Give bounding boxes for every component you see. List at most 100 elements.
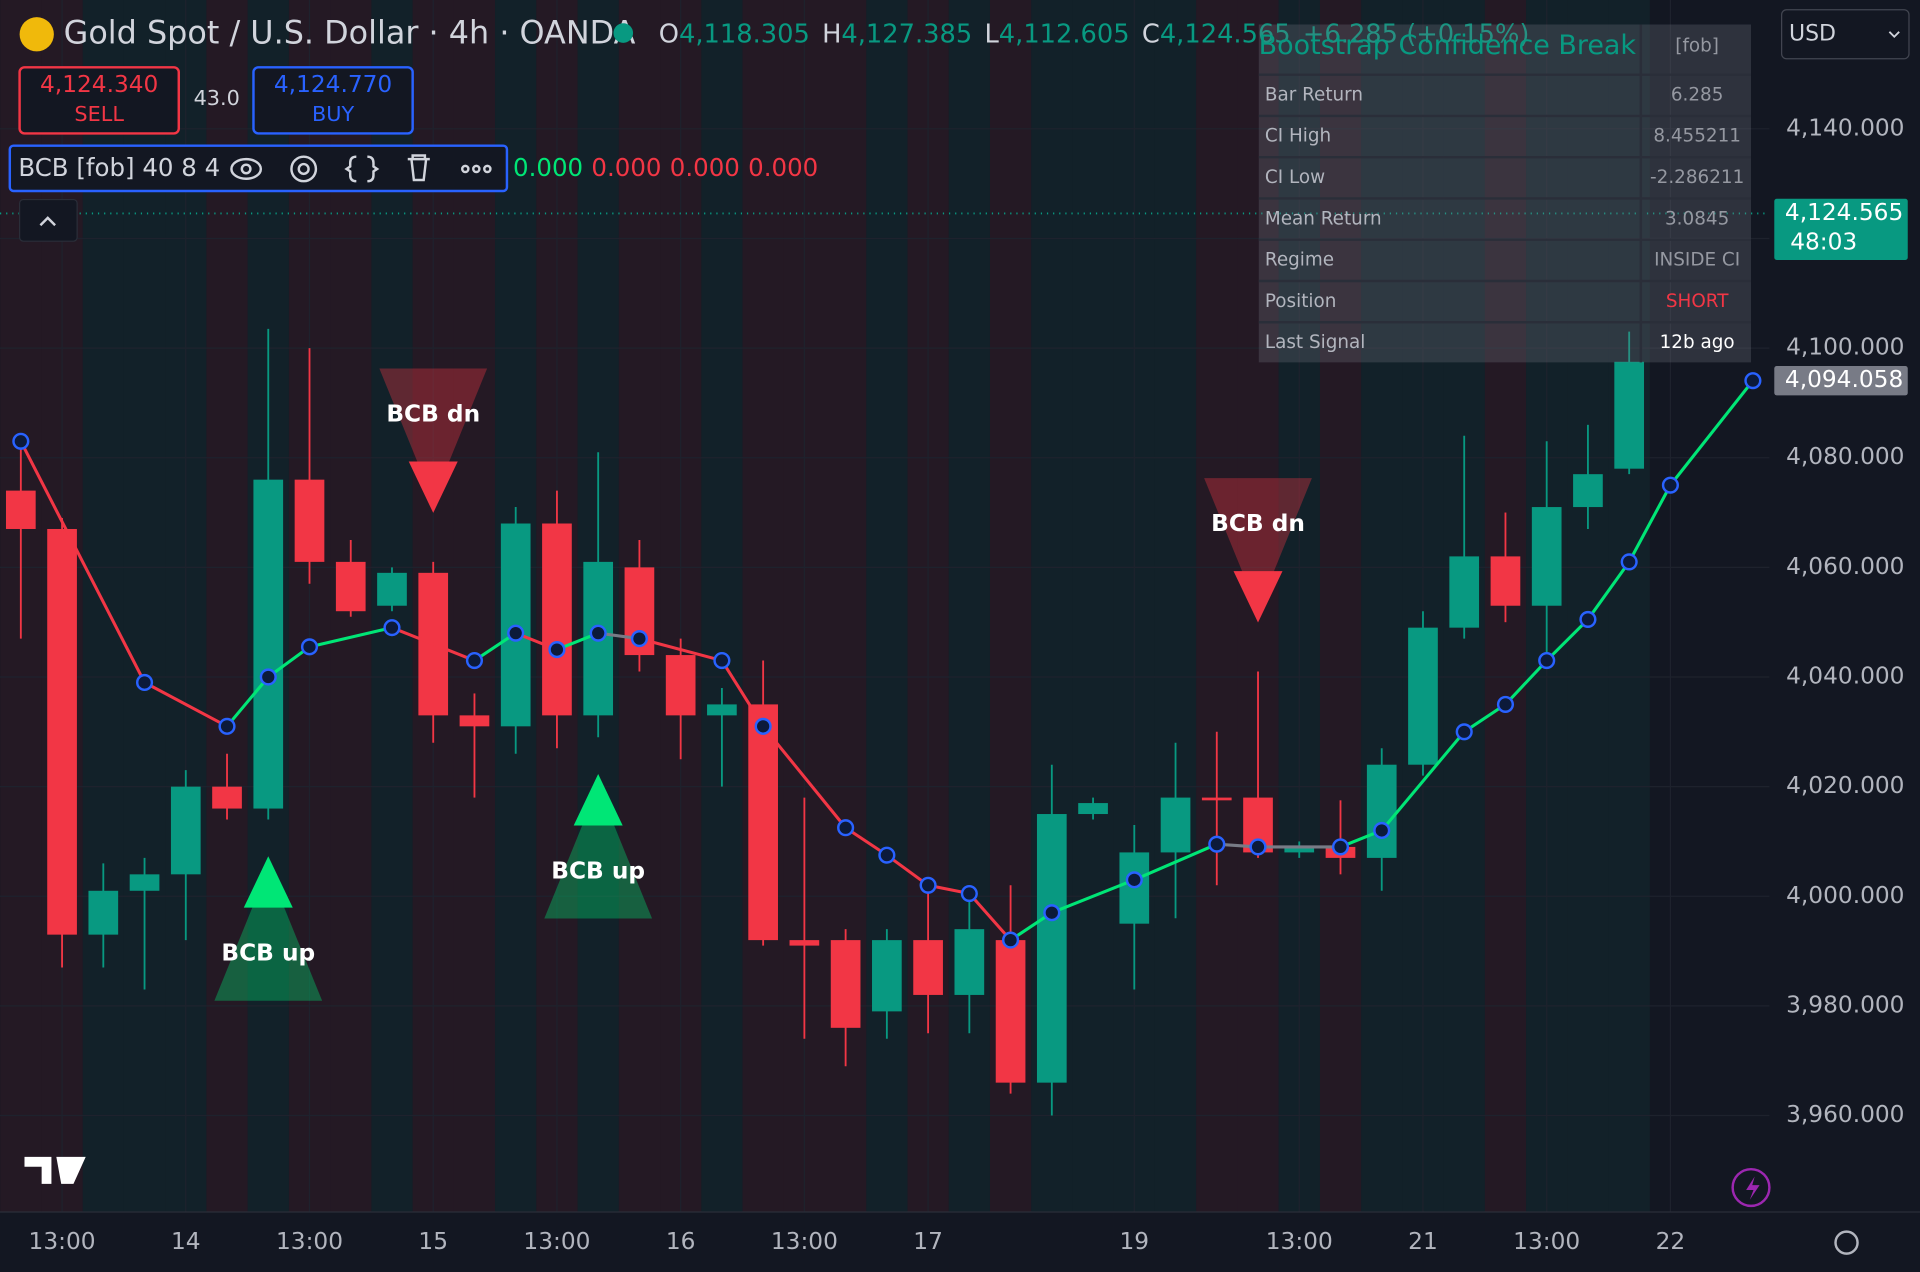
bar-stripe [123, 0, 166, 1213]
ohlc: O4,118.305 H4,127.385 L4,112.605 C4,124.565… [659, 19, 1530, 49]
mean-point [1661, 476, 1679, 494]
x-tick-label: 13:00 [276, 1228, 343, 1255]
mean-point [1331, 838, 1350, 856]
mean-line-segment [968, 892, 1012, 942]
mean-point [259, 668, 277, 686]
tradingview-logo[interactable] [24, 1156, 86, 1184]
y-tick-label: 4,140.000 [1786, 114, 1904, 141]
alert-icon[interactable] [1731, 1167, 1771, 1208]
bar-stripe [742, 0, 784, 1213]
mean-point [1579, 610, 1597, 629]
ohlc-value: 4,118.305 [679, 19, 810, 49]
more-icon[interactable] [461, 164, 492, 174]
candle-body [1614, 361, 1645, 469]
y-tick-label: 4,100.000 [1786, 334, 1904, 361]
eye-icon[interactable] [230, 157, 263, 180]
candle-body [1408, 627, 1438, 765]
table-value: 3.0845 [1665, 208, 1729, 229]
y-tick-label: 4,000.000 [1786, 882, 1904, 909]
candle-body [995, 940, 1026, 1083]
mean-point [960, 884, 978, 903]
mean-point [1249, 838, 1267, 856]
ohlc-value: 4,124.565 [1160, 19, 1291, 49]
symbol-icon [19, 17, 54, 52]
currency-selector[interactable] [1781, 9, 1910, 60]
signal-arrow [408, 461, 458, 513]
collapse-button[interactable] [18, 198, 78, 242]
candle-body [1531, 507, 1562, 606]
mean-point [878, 846, 896, 864]
buy-button[interactable] [252, 66, 414, 135]
ohlc-key: L [984, 19, 999, 49]
mean-point [713, 651, 731, 670]
mean-line-segment [1545, 618, 1590, 662]
market-status[interactable] [613, 23, 634, 43]
mean-point [1496, 695, 1515, 713]
mean-point [1620, 553, 1638, 571]
mean-line-segment [391, 626, 476, 662]
x-tick-label: 13:00 [29, 1228, 96, 1255]
settings-icon[interactable] [290, 155, 318, 183]
mean-line-segment [1586, 560, 1631, 621]
collapse-icon [39, 216, 56, 227]
candle-body [1160, 797, 1191, 853]
mean-point [837, 819, 855, 837]
table-value: INSIDE CI [1654, 250, 1740, 271]
y-tick-label: 4,040.000 [1786, 662, 1904, 689]
signal-label: BCB dn [1211, 510, 1305, 537]
settings-icon[interactable] [1834, 1230, 1859, 1255]
bar-stripe [1361, 0, 1403, 1213]
signal-zone [379, 368, 488, 501]
mean-point [1455, 723, 1473, 741]
mean-point [383, 619, 401, 637]
candle-body [1573, 474, 1603, 508]
candle-body [1449, 556, 1480, 628]
signal-arrow [573, 774, 623, 826]
mean-line-segment [1504, 659, 1548, 706]
x-tick-label: 14 [171, 1228, 201, 1255]
mean-point [135, 673, 154, 692]
indicator-name[interactable]: BCB [fob] 40 8 4 [18, 153, 220, 182]
countdown: 48:03 [1790, 228, 1857, 255]
mean-point [919, 876, 937, 894]
candle-body [88, 890, 119, 935]
mean-line-segment [639, 637, 723, 663]
mean-point [1538, 651, 1556, 670]
table-value: 12b ago [1660, 332, 1735, 353]
stats-table: Bootstrap Confidence Break [fob] Bar Ret… [1259, 24, 1752, 363]
x-tick-label: 22 [1656, 1228, 1686, 1255]
table-value: 6.285 [1671, 84, 1724, 105]
table-label: Last Signal [1265, 332, 1365, 353]
candle-body [542, 523, 572, 716]
bar-stripe [1319, 0, 1362, 1213]
source-icon[interactable] [344, 155, 380, 183]
candle-body [212, 786, 242, 809]
signal-arrow [1233, 571, 1283, 623]
price-label-box [1774, 365, 1908, 396]
symbol-title[interactable]: Gold Spot / U.S. Dollar · 4h · OANDA [64, 13, 636, 51]
x-tick-label: 16 [666, 1228, 696, 1255]
candle-body [294, 479, 325, 562]
spread: 43.0 [194, 86, 240, 110]
candle-body [913, 940, 943, 995]
indicator-legend[interactable] [8, 144, 509, 193]
mean-line-segment [1627, 484, 1672, 563]
x-tick-label: 13:00 [1266, 1228, 1333, 1255]
bar-stripe [1072, 0, 1114, 1213]
mean-line-segment [19, 440, 146, 684]
delete-icon[interactable] [407, 154, 430, 182]
signal-arrow [243, 856, 293, 908]
y-tick-label: 4,060.000 [1786, 553, 1904, 580]
indicator-icons [230, 154, 492, 183]
y-tick-label: 4,020.000 [1786, 772, 1904, 799]
bar-stripe [1154, 0, 1197, 1213]
alert-bolt [1746, 1176, 1760, 1200]
sell-button[interactable] [18, 66, 180, 135]
mean-point [218, 717, 236, 735]
mean-point [548, 641, 566, 659]
x-tick-label: 13:00 [1513, 1228, 1580, 1255]
mean-point [630, 630, 648, 648]
candle-body [954, 929, 985, 995]
bar-stripe [701, 0, 743, 1213]
